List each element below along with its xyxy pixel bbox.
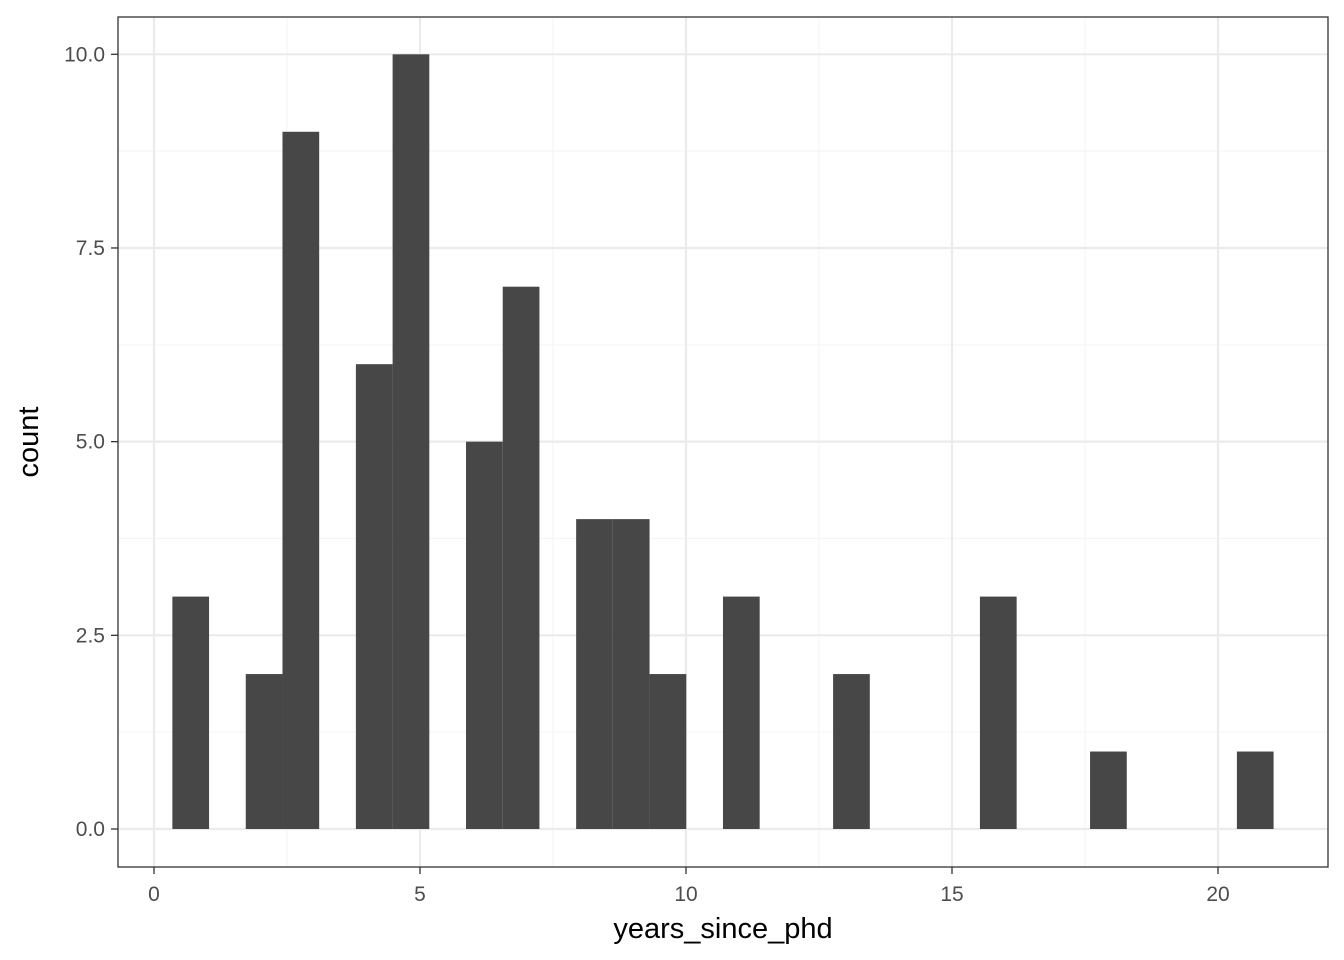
histogram-bar bbox=[282, 131, 320, 829]
x-tick-label: 20 bbox=[1206, 883, 1229, 906]
x-tick-label: 15 bbox=[940, 883, 963, 906]
histogram-bar bbox=[502, 286, 540, 830]
histogram-bar bbox=[245, 674, 283, 829]
histogram-bar bbox=[392, 54, 430, 830]
histogram-bar bbox=[576, 519, 613, 829]
histogram-bar bbox=[172, 596, 210, 829]
y-tick-label: 10.0 bbox=[64, 43, 105, 66]
histogram-bars bbox=[172, 54, 1274, 830]
x-tick-label: 10 bbox=[674, 883, 697, 906]
histogram-bar bbox=[355, 364, 393, 829]
y-tick-label: 0.0 bbox=[76, 818, 105, 841]
y-axis-title: count bbox=[13, 407, 45, 478]
histogram-bar bbox=[466, 441, 503, 829]
x-tick-label: 0 bbox=[148, 883, 160, 906]
histogram-bar bbox=[612, 519, 650, 829]
histogram-bar bbox=[722, 596, 760, 829]
histogram-bar bbox=[979, 596, 1017, 829]
histogram-bar bbox=[1090, 751, 1127, 829]
histogram-bar bbox=[649, 674, 687, 829]
y-tick-label: 5.0 bbox=[76, 431, 105, 454]
x-tick-label: 5 bbox=[414, 883, 426, 906]
y-tick-label: 7.5 bbox=[76, 237, 105, 260]
x-axis-title: years_since_phd bbox=[613, 913, 832, 945]
histogram-bar bbox=[1236, 751, 1274, 829]
histogram-bar bbox=[833, 674, 870, 829]
y-axis: 0.0 2.5 5.0 7.5 10.0 bbox=[64, 43, 118, 841]
y-tick-label: 2.5 bbox=[76, 624, 105, 647]
x-axis: 0 5 10 15 20 bbox=[148, 867, 1230, 906]
